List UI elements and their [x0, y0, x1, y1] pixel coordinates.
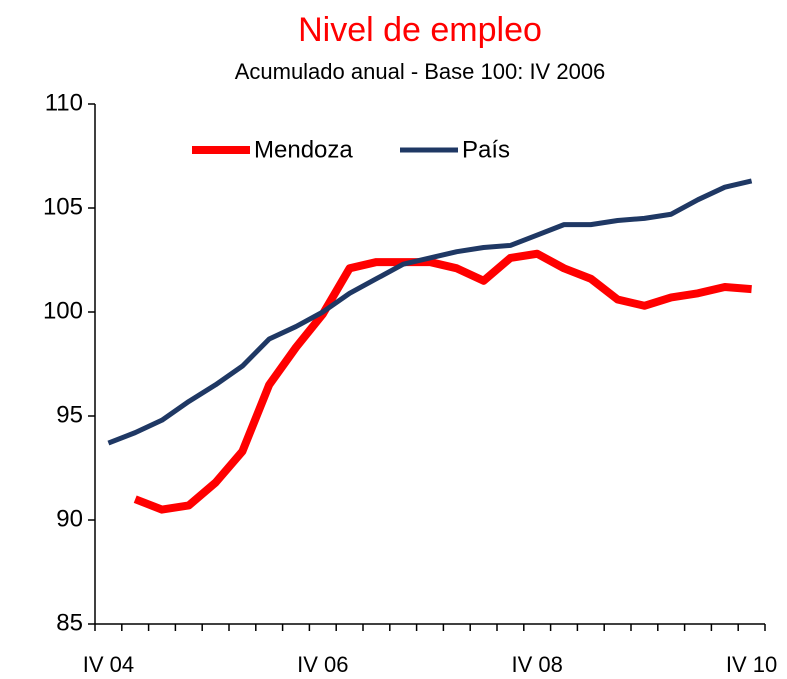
x-tick-label: IV 04	[83, 652, 134, 677]
x-tick-label: IV 08	[512, 652, 563, 677]
x-tick-label: IV 10	[726, 652, 777, 677]
chart-subtitle: Acumulado anual - Base 100: IV 2006	[235, 59, 606, 84]
legend-label: Mendoza	[254, 136, 353, 163]
line-series	[133, 249, 752, 514]
chart-title: Nivel de empleo	[298, 11, 542, 49]
y-tick-label: 110	[45, 89, 83, 116]
y-tick-label: 100	[43, 297, 83, 324]
y-tick-label: 95	[56, 401, 83, 428]
line-series	[107, 178, 753, 446]
y-tick-label: 105	[43, 193, 83, 220]
x-tick-label: IV 06	[297, 652, 348, 677]
y-tick-label: 90	[56, 505, 83, 532]
y-tick-label: 85	[56, 609, 83, 636]
legend-label: País	[462, 136, 510, 163]
